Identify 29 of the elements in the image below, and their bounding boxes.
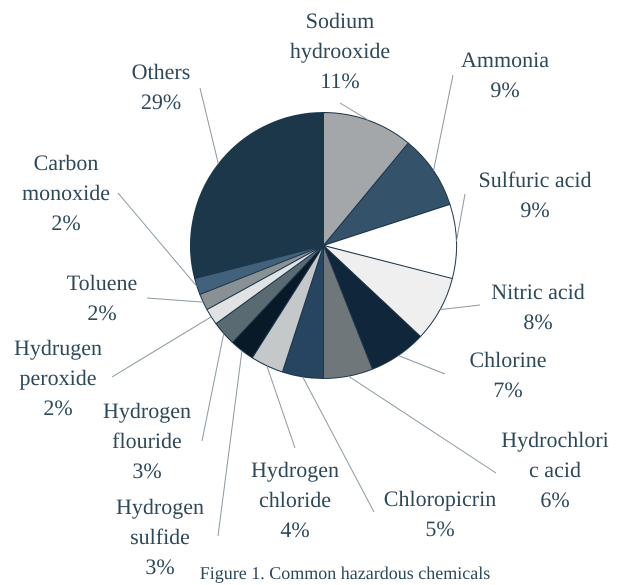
slice-label: Others [132, 59, 190, 84]
data-label: 9% [520, 197, 550, 222]
data-label: 8% [523, 309, 553, 334]
data-label: 5% [425, 516, 455, 541]
slice-label: Hydrogen sulfide [116, 494, 204, 549]
data-label: 7% [493, 377, 523, 402]
data-label: 3% [145, 554, 175, 579]
data-label: 4% [280, 517, 310, 542]
slice-label: Chlorine [470, 347, 546, 372]
slice-label: Nitric acid [491, 279, 585, 304]
data-label: 2% [87, 300, 117, 325]
caption: Figure 1. Common hazardous chemicals [200, 563, 490, 583]
data-label: 29% [140, 89, 182, 114]
data-label: 2% [43, 395, 73, 420]
slice-label: Chloropicrin [384, 486, 496, 511]
slice-label: Sodium hydrooxide [290, 8, 390, 63]
data-label: 6% [540, 487, 570, 512]
slice-label: Ammonia [461, 47, 550, 72]
slice-label: Sulfuric acid [478, 167, 592, 192]
slice-label: Hydrogen flouride [103, 398, 191, 453]
data-label: 9% [490, 77, 520, 102]
slice-label: Toluene [66, 270, 138, 295]
data-label: 11% [320, 68, 360, 93]
data-label: 2% [51, 210, 81, 235]
data-label: 3% [132, 458, 162, 483]
slice-label: Hydrogen chloride [251, 457, 339, 512]
slice-label: Hydrugen peroxide [14, 335, 102, 390]
slice-label: Carbon monoxide [22, 150, 110, 205]
slice-label: Hydrochlori c acid [501, 427, 609, 482]
